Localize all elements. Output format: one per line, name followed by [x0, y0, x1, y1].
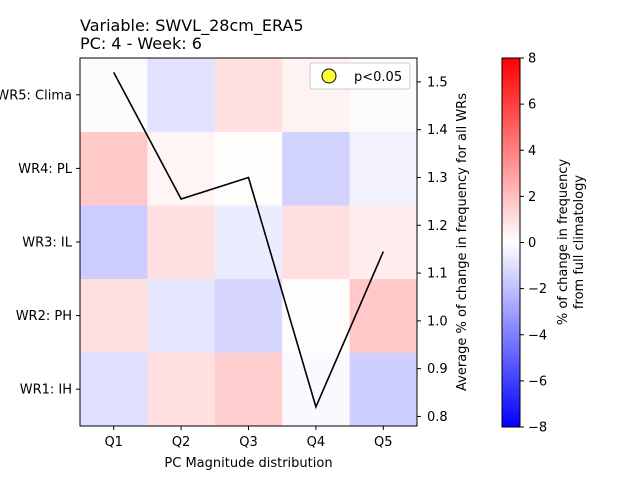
chart-title-line2: PC: 4 - Week: 6	[80, 34, 202, 53]
x-tick-label: Q3	[239, 435, 258, 450]
colorbar-label-line2: from full climatology	[572, 175, 587, 309]
colorbar-label-line1: % of change in frequency	[556, 159, 571, 326]
heatmap-cell	[214, 58, 283, 132]
right-tick-label: 1.3	[427, 171, 448, 186]
legend-marker	[321, 68, 337, 84]
x-tick-label: Q1	[104, 435, 123, 450]
legend-box	[309, 62, 411, 90]
y-tick-label: WR3: IL	[22, 236, 73, 251]
right-tick-label: 1.1	[427, 267, 448, 282]
x-tick-label: Q2	[172, 435, 191, 450]
plot-frame	[79, 57, 418, 427]
heatmap-cell	[214, 352, 283, 427]
heatmap-cell	[214, 131, 283, 206]
legend: p<0.05	[309, 62, 411, 90]
heatmap-cell	[80, 58, 148, 132]
colorbar-tick-label: −4	[528, 328, 547, 343]
y-tick-label: WR1: IH	[20, 383, 72, 398]
heatmap-cell	[147, 58, 216, 132]
y-tick-label: WR4: PL	[18, 162, 73, 177]
x-axis-label: PC Magnitude distribution	[164, 456, 332, 471]
heatmap-cell	[80, 131, 148, 206]
colorbar	[501, 57, 521, 428]
right-y-axis-label: Average % of change in frequency for all…	[455, 93, 470, 391]
x-tick-label: Q5	[374, 435, 393, 450]
colorbar-tick-label: −2	[528, 282, 547, 297]
heatmap-cell	[80, 278, 148, 353]
y-tick-label: WR2: PH	[16, 309, 72, 324]
heatmap-cells	[80, 58, 418, 427]
heatmap-cell	[80, 352, 148, 427]
colorbar-tick-label: 8	[528, 52, 536, 67]
heatmap-cell	[349, 205, 418, 280]
heatmap-cell	[349, 352, 418, 427]
x-tick-label: Q4	[307, 435, 326, 450]
right-axis-ticks: 0.8 0.9 1.0 1.1 1.2 1.3 1.4 1.5	[417, 75, 448, 425]
x-tick-labels: Q1 Q2 Q3 Q4 Q5	[104, 426, 393, 450]
heatmap-cell	[214, 205, 283, 280]
y-tick-labels: WR1: IH WR2: PH WR3: IL WR4: PL WR5: Clima	[0, 88, 80, 398]
colorbar-tick-label: 4	[528, 144, 536, 159]
heatmap-cell	[80, 205, 148, 280]
heatmap-cell	[282, 278, 350, 353]
colorbar-tick-label: −8	[528, 421, 547, 436]
heatmap-cell	[282, 205, 350, 280]
heatmap-cell	[349, 131, 418, 206]
heatmap-cell	[147, 205, 216, 280]
right-tick-label: 1.5	[427, 75, 448, 90]
colorbar-ticks: 8 6 4 2 0 −2 −4 −6 −8	[520, 52, 547, 436]
colorbar-tick-label: 6	[528, 98, 536, 113]
right-tick-label: 1.0	[427, 314, 448, 329]
y-tick-label: WR5: Clima	[0, 88, 72, 103]
chart-title-line1: Variable: SWVL_28cm_ERA5	[80, 16, 304, 36]
colorbar-tick-label: −6	[528, 374, 547, 389]
legend-label: p<0.05	[354, 70, 402, 85]
heatmap-cell	[147, 278, 216, 353]
average-change-line	[112, 71, 385, 410]
heatmap-cell	[214, 278, 283, 353]
right-tick-label: 1.4	[427, 123, 448, 138]
heatmap-cell	[147, 131, 216, 206]
right-tick-label: 0.9	[427, 362, 448, 377]
right-tick-label: 1.2	[427, 219, 448, 234]
right-tick-label: 0.8	[427, 410, 448, 425]
heatmap-cell	[349, 278, 418, 353]
heatmap-cell	[282, 131, 350, 206]
heatmap-cell	[282, 352, 350, 427]
colorbar-tick-label: 0	[528, 236, 536, 251]
heatmap-cell	[147, 352, 216, 427]
colorbar-tick-label: 2	[528, 190, 536, 205]
